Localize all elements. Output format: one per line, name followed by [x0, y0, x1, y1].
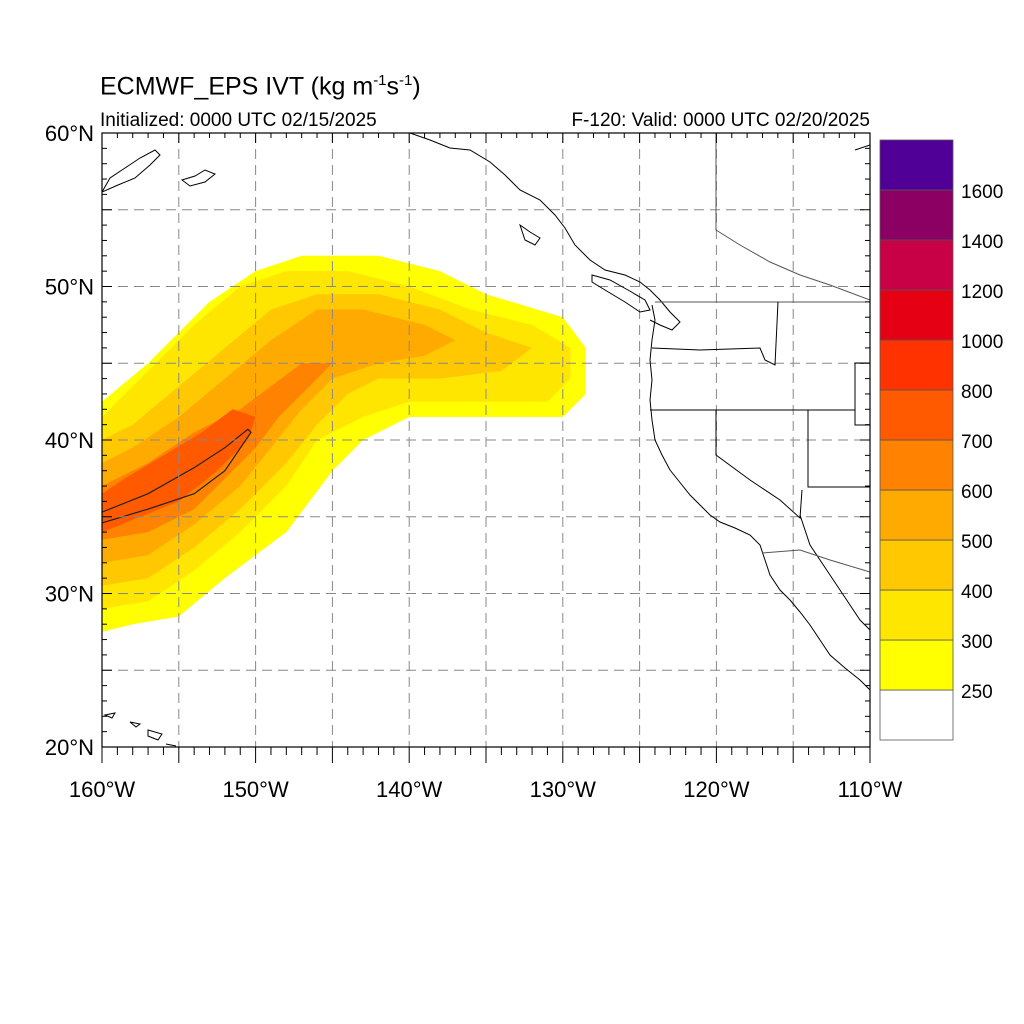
border-id-ut [854, 410, 870, 426]
title-text: ECMWF_EPS IVT (kg m [100, 72, 374, 101]
colorbar-label: 800 [961, 382, 993, 403]
lon-tick-label: 150°W [222, 777, 289, 802]
lat-lon-grid [102, 133, 870, 747]
lon-tick-label: 110°W [838, 777, 903, 802]
border-nv-ut [807, 410, 870, 488]
colorbar-label: 1400 [961, 232, 1003, 253]
border-alaska-canada [715, 133, 870, 301]
colorbar-label: 250 [961, 682, 993, 703]
lat-tick-label: 20°N [45, 735, 94, 760]
colorbar-label: 600 [961, 482, 993, 503]
colorbar-swatch [879, 639, 954, 691]
coastline-alaska-ne [854, 144, 870, 151]
coastline-vancouver-island [591, 274, 651, 313]
ivt-region-400 [102, 294, 533, 586]
colorbar-swatch [879, 389, 954, 441]
colorbar-swatch [879, 689, 954, 741]
ivt-contour-800 [102, 428, 252, 524]
colorbar-swatch [879, 189, 954, 241]
coastline-gulf-california [799, 514, 870, 631]
title-exponent-2: -1 [399, 72, 413, 89]
initialized-label: Initialized: 0000 UTC 02/15/2025 [100, 110, 377, 131]
colorbar-swatch [879, 589, 954, 641]
title-close: ) [412, 72, 421, 101]
colorbar-swatch [879, 289, 954, 341]
lon-tick-label: 160°W [69, 777, 136, 802]
border-us-mexico [761, 549, 870, 573]
chart-title: ECMWF_EPS IVT (kg m-1s-1) [100, 72, 421, 101]
colorbar-swatch [879, 239, 954, 291]
border-ca-nv [715, 410, 803, 520]
lat-tick-label: 40°N [45, 428, 94, 453]
lat-tick-label: 30°N [45, 582, 94, 607]
colorbar-swatch [879, 439, 954, 491]
lat-tick-label: 50°N [45, 275, 94, 300]
colorbar-swatch [879, 139, 954, 191]
border-wa-or [651, 301, 779, 366]
coastline-alaska [102, 149, 161, 193]
colorbar-label: 500 [961, 532, 993, 553]
lon-tick-label: 140°W [376, 777, 443, 802]
colorbar-swatch [879, 539, 954, 591]
colorbar-label: 300 [961, 632, 993, 653]
title-text-s: s [386, 72, 400, 101]
colorbar-label: 1600 [961, 182, 1003, 203]
colorbar-swatch [879, 489, 954, 541]
colorbar-label: 400 [961, 582, 993, 603]
lat-tick-label: 60°N [45, 121, 94, 146]
title-exponent: -1 [373, 72, 387, 89]
coastline-islands-bc [519, 223, 541, 246]
colorbar-label: 700 [961, 432, 993, 453]
colorbar: 250 300 400 500 600 700 800 1000 1200 1400 1600 [879, 139, 1003, 741]
coastline-hawaii [103, 712, 177, 747]
ivt-field [102, 255, 586, 632]
coastline-alaska-south [409, 133, 681, 331]
valid-time-label: F-120: Valid: 0000 UTC 02/20/2025 [571, 110, 870, 131]
lon-tick-label: 130°W [530, 777, 597, 802]
coastline-alaska-islands [180, 169, 216, 187]
colorbar-label: 1000 [961, 332, 1003, 353]
lon-tick-label: 120°W [683, 777, 750, 802]
coastline-us-west [649, 304, 870, 691]
border-or-ca [650, 362, 870, 411]
colorbar-label: 1200 [961, 282, 1003, 303]
colorbar-swatch [879, 339, 954, 391]
axis-ticks: 160°W 150°W 140°W 130°W 120°W 110°W 60°N 50°N 40… [45, 121, 903, 802]
